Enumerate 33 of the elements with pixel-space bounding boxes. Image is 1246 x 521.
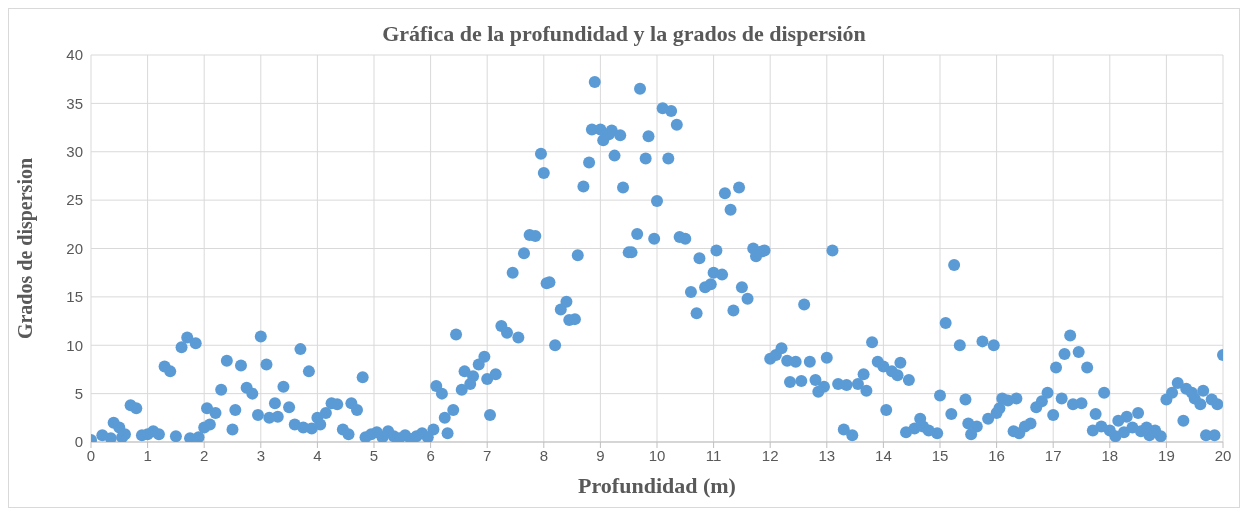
y-tick-label: 25 xyxy=(66,191,83,209)
x-tick-label: 14 xyxy=(875,446,892,464)
y-tick-label: 5 xyxy=(74,384,83,402)
x-tick-label: 11 xyxy=(705,446,722,464)
x-tick-label: 12 xyxy=(761,446,779,464)
x-tick-label: 15 xyxy=(931,446,949,464)
x-tick-label: 1 xyxy=(143,446,152,464)
x-tick-label: 2 xyxy=(200,446,209,464)
x-tick-label: 4 xyxy=(313,446,322,464)
chart-title: Gráfica de la profundidad y la grados de dispersión xyxy=(381,20,867,47)
y-tick-label: 15 xyxy=(66,288,83,306)
x-tick-label: 17 xyxy=(1044,446,1062,464)
y-tick-label: 40 xyxy=(66,46,83,64)
y-tick-label: 30 xyxy=(66,143,83,161)
x-tick-label: 5 xyxy=(369,446,379,464)
y-tick-label: 35 xyxy=(66,94,83,112)
x-axis-title: Profundidad (m) xyxy=(578,473,736,498)
y-tick-label: 10 xyxy=(66,336,83,354)
x-tick-label: 16 xyxy=(988,446,1005,464)
y-tick-label: 0 xyxy=(74,433,83,451)
x-tick-label: 18 xyxy=(1101,446,1119,464)
x-tick-label: 3 xyxy=(256,446,265,464)
x-tick-label: 13 xyxy=(818,446,836,464)
x-tick-label: 20 xyxy=(1214,446,1232,464)
x-tick-label: 9 xyxy=(596,446,605,464)
y-axis-title: Grados de dispersion xyxy=(14,157,38,340)
y-tick-label: 20 xyxy=(66,239,83,257)
x-tick-label: 0 xyxy=(86,446,96,464)
x-tick-label: 7 xyxy=(483,446,492,464)
x-tick-label: 19 xyxy=(1158,446,1175,464)
x-tick-label: 10 xyxy=(648,446,666,464)
x-tick-label: 6 xyxy=(426,446,435,464)
x-tick-label: 8 xyxy=(539,446,548,464)
